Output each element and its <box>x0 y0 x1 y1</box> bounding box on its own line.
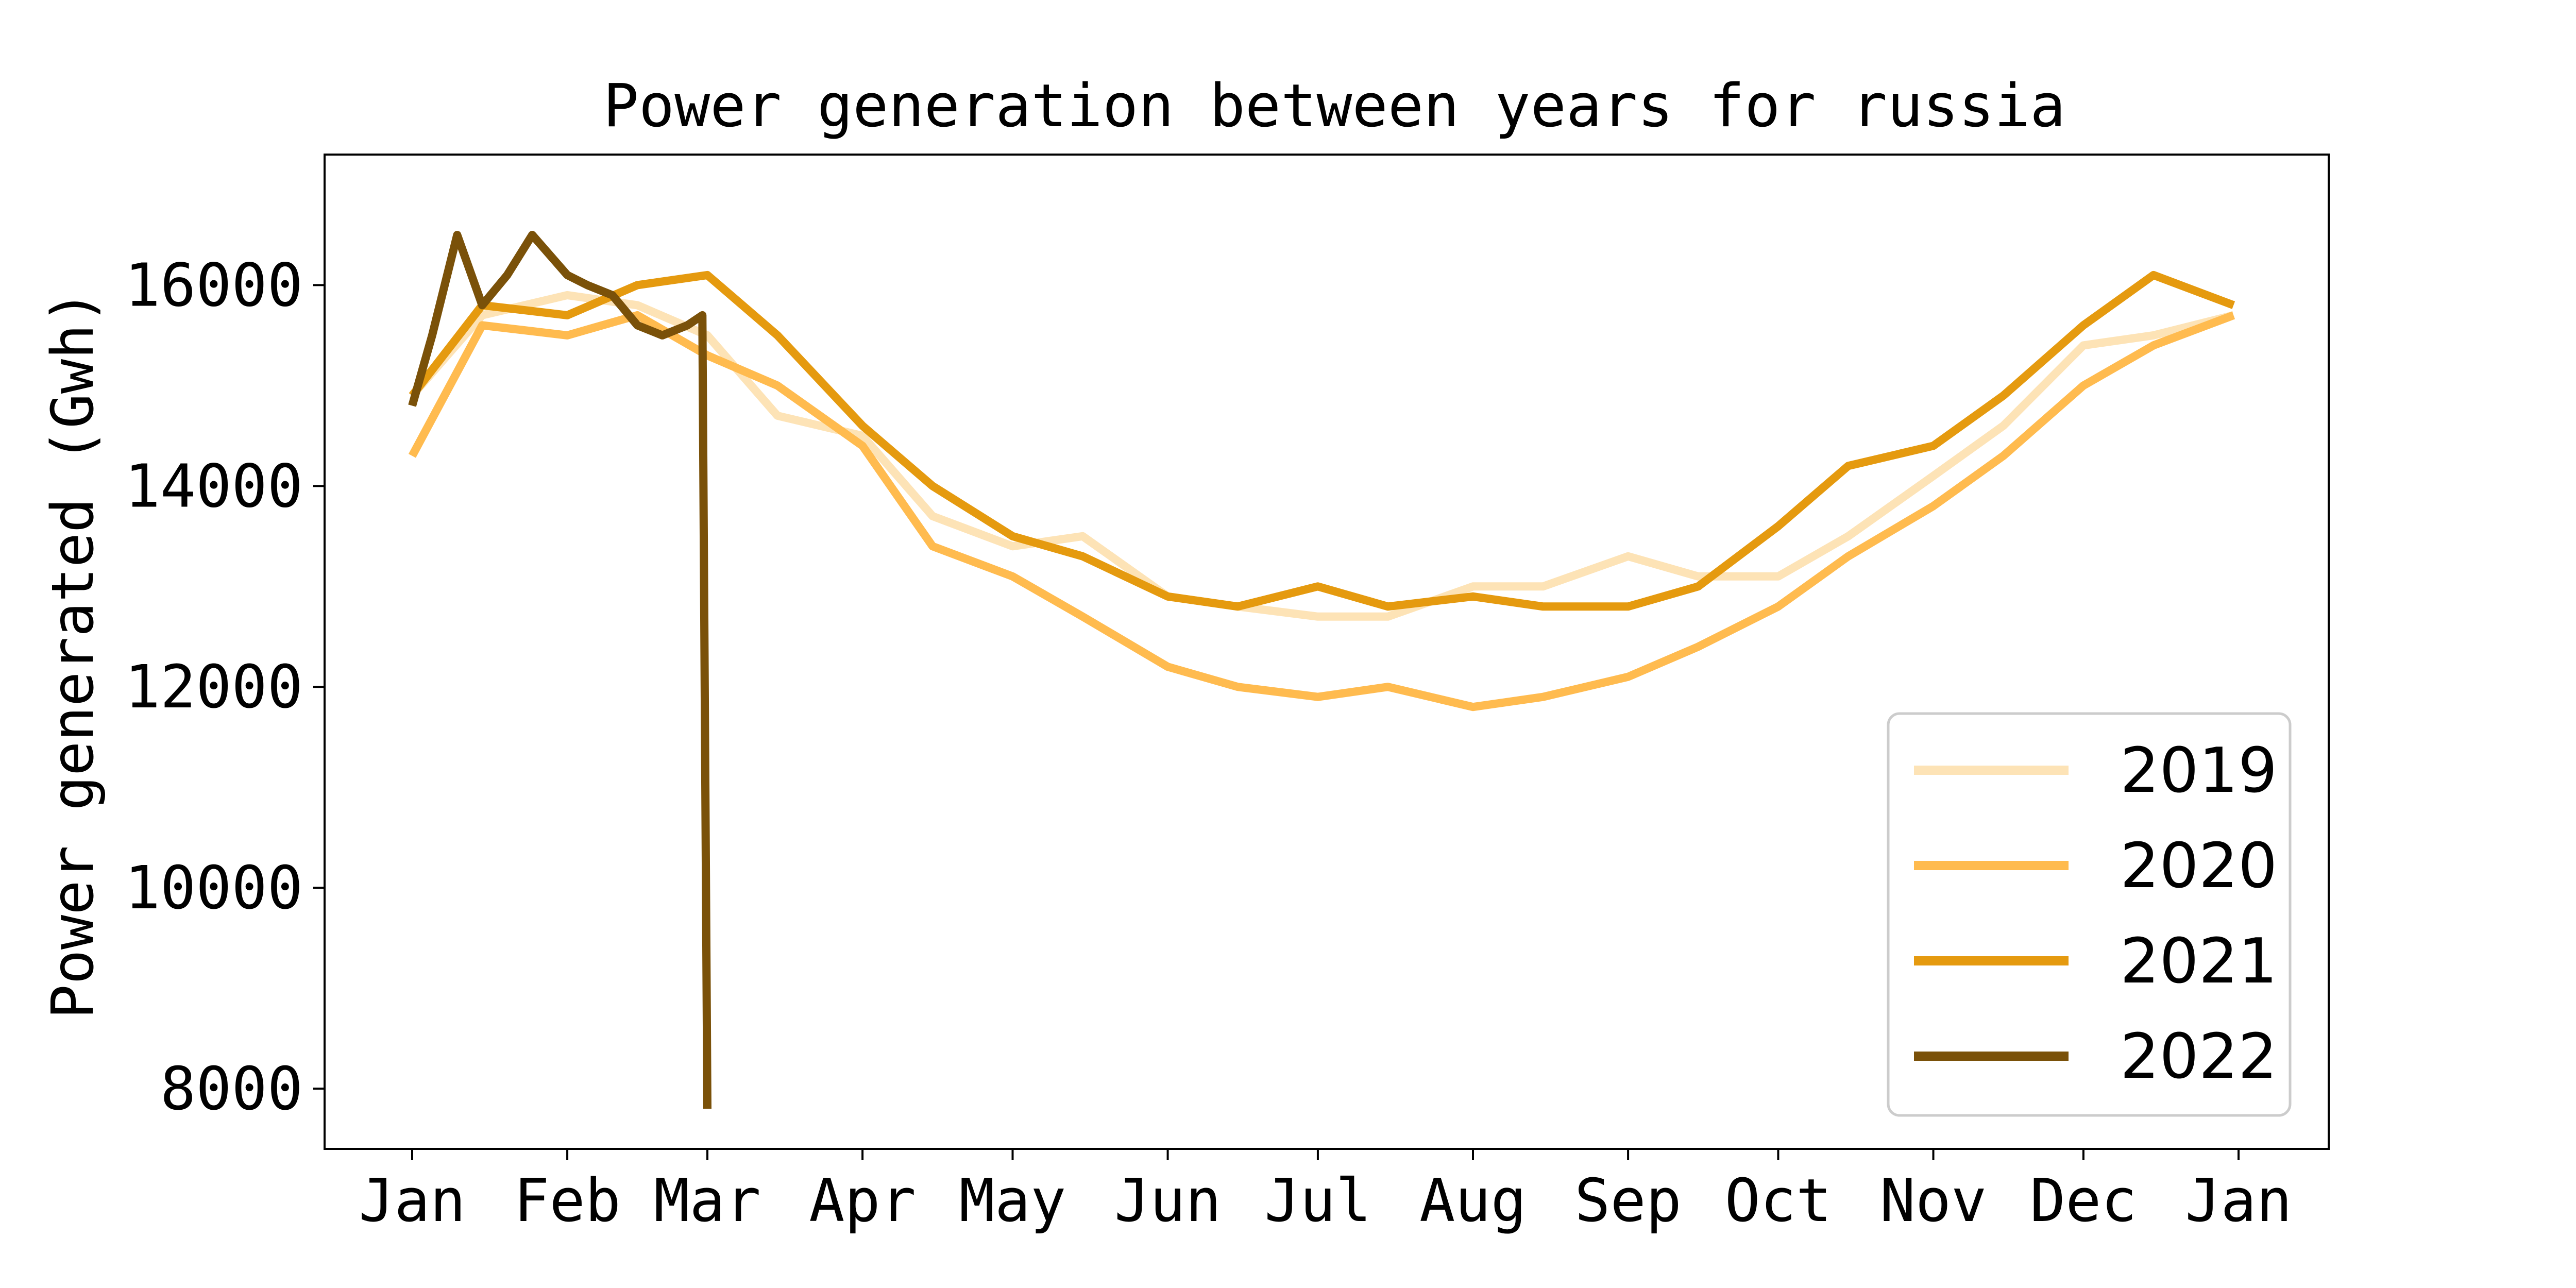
x-tick-label: Jan <box>2185 1166 2292 1235</box>
x-tick-label: Feb <box>514 1166 621 1235</box>
x-tick-label: May <box>959 1166 1066 1235</box>
y-tick-label: 14000 <box>125 452 303 521</box>
x-tick-label: Jul <box>1264 1166 1371 1235</box>
x-tick-label: Dec <box>2030 1166 2137 1235</box>
legend-label-2022: 2022 <box>2120 1021 2277 1093</box>
x-tick-label: Oct <box>1725 1166 1832 1235</box>
x-tick-label: Nov <box>1880 1166 1987 1235</box>
x-tick-label: Jan <box>359 1166 466 1235</box>
x-tick-label: Mar <box>654 1166 761 1235</box>
x-tick-label: Jun <box>1114 1166 1222 1235</box>
y-tick-label: 8000 <box>160 1055 303 1124</box>
plot-area-frame <box>324 154 2330 1150</box>
legend-entries: 2019 2020 2021 2022 <box>1914 735 2277 1093</box>
series-line-2020 <box>408 311 2235 711</box>
series-line-2022 <box>408 231 711 1109</box>
y-tick-label: 16000 <box>125 251 303 320</box>
legend: 2019 2020 2021 2022 <box>1887 712 2292 1117</box>
series-layer <box>408 231 2235 1109</box>
y-tick-label: 10000 <box>125 854 303 923</box>
legend-label-2020: 2020 <box>2120 831 2277 902</box>
series-line-2019 <box>409 291 2235 621</box>
y-axis: 8000 10000 12000 14000 16000 <box>125 251 325 1124</box>
x-tick-label: Apr <box>809 1166 916 1235</box>
y-tick-label: 12000 <box>125 653 303 722</box>
legend-label-2021: 2021 <box>2120 926 2277 997</box>
x-tick-label: Aug <box>1419 1166 1527 1235</box>
legend-label-2019: 2019 <box>2120 735 2277 807</box>
chart-title: Power generation between years for russi… <box>603 72 2066 141</box>
x-tick-label: Sep <box>1574 1166 1682 1235</box>
series-line-2021 <box>409 270 2235 611</box>
x-axis: Jan Feb Mar Apr May Jun Jul Aug Sep Oct Nov Dec Jan <box>359 1149 2292 1235</box>
legend-frame <box>1887 712 2292 1117</box>
y-axis-label: Power generated (Gwh) <box>40 290 107 1019</box>
